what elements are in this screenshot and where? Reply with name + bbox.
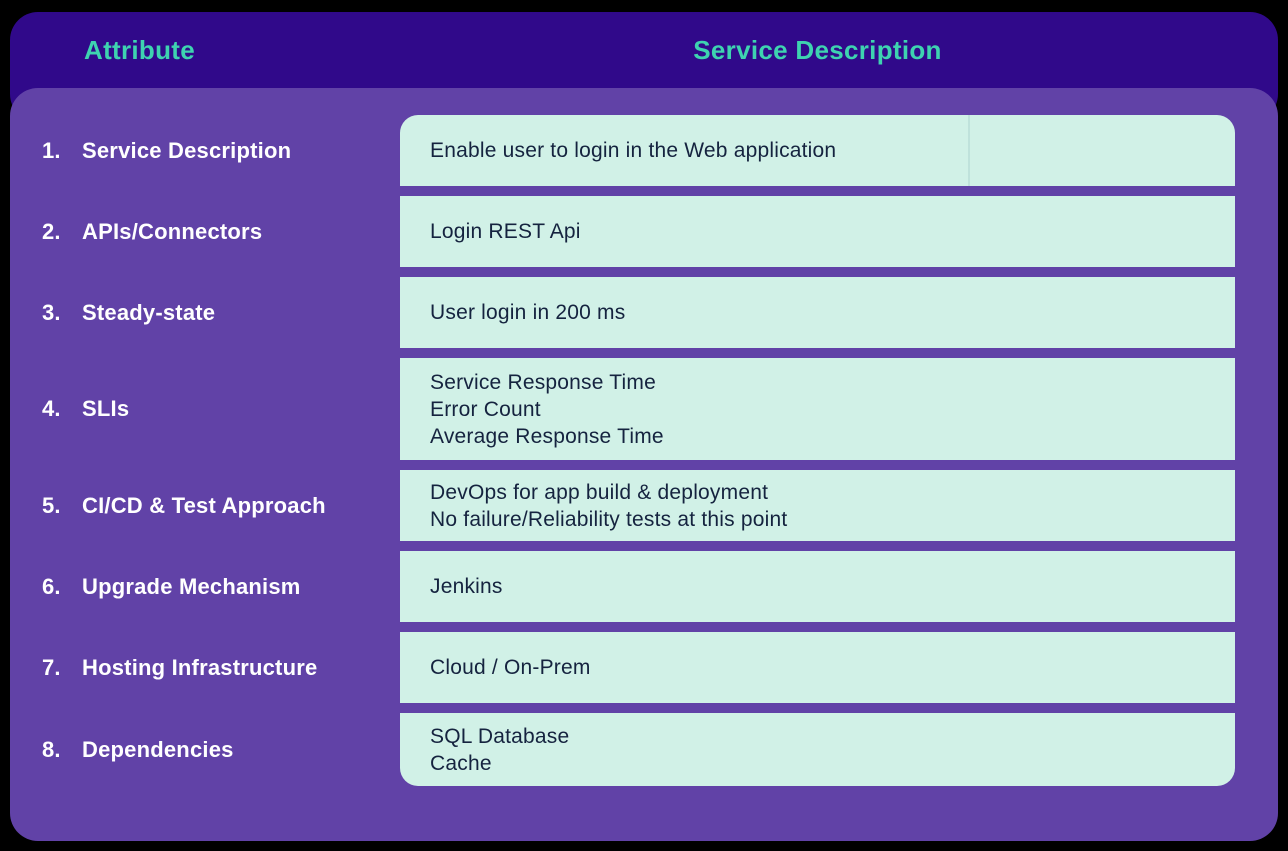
table-body: 1. Service Description Enable user to lo… xyxy=(10,88,1278,841)
row-number: 8. xyxy=(42,736,61,762)
row-number: 4. xyxy=(42,396,61,421)
row-value-line: No failure/Reliability tests at this poi… xyxy=(430,507,788,531)
table-row-upgrade-mechanism: 6. Upgrade Mechanism Jenkins xyxy=(10,551,1278,622)
table-row-slis: 4. SLIs Service Response Time Error Coun… xyxy=(10,358,1278,460)
table-row-dependencies: 8. Dependencies SQL Database Cache xyxy=(10,713,1278,786)
table-row-hosting-infrastructure: 7. Hosting Infrastructure Cloud / On-Pre… xyxy=(10,632,1278,703)
table-rows: 1. Service Description Enable user to lo… xyxy=(10,88,1278,786)
row-label-col: 8. Dependencies xyxy=(10,713,400,786)
row-number: 3. xyxy=(42,299,61,325)
row-value-cell: DevOps for app build & deployment No fai… xyxy=(400,470,1235,541)
row-value-line: Jenkins xyxy=(430,575,503,598)
row-label: Service Description xyxy=(82,137,292,163)
row-label-col: 6. Upgrade Mechanism xyxy=(10,551,400,622)
row-label: APIs/Connectors xyxy=(82,218,263,244)
row-value-line: Error Count xyxy=(430,397,541,421)
row-label-col: 5. CI/CD & Test Approach xyxy=(10,470,400,541)
row-number: 1. xyxy=(42,137,61,163)
row-value-cell: Enable user to login in the Web applicat… xyxy=(400,115,1235,186)
row-value-line: Service Response Time xyxy=(430,370,656,394)
row-value-line: Cloud / On-Prem xyxy=(430,656,591,679)
row-label-col: 1. Service Description xyxy=(10,115,400,186)
row-value-cell: Service Response Time Error Count Averag… xyxy=(400,358,1235,460)
row-label-col: 2. APIs/Connectors xyxy=(10,196,400,267)
row-number: 5. xyxy=(42,492,61,518)
row-value-cell: SQL Database Cache xyxy=(400,713,1235,786)
row-value-line: SQL Database xyxy=(430,724,570,748)
row-value-cell: Jenkins xyxy=(400,551,1235,622)
row-label: Steady-state xyxy=(82,299,216,325)
row-value-cell: Login REST Api xyxy=(400,196,1235,267)
table-header-content: Attribute Service Description xyxy=(10,12,1278,88)
row-value-cell: User login in 200 ms xyxy=(400,277,1235,348)
row-label-col: 3. Steady-state xyxy=(10,277,400,348)
table-row-apis-connectors: 2. APIs/Connectors Login REST Api xyxy=(10,196,1278,267)
cell-divider xyxy=(968,115,970,186)
row-number: 2. xyxy=(42,218,61,244)
row-value-line: Enable user to login in the Web applicat… xyxy=(430,139,837,162)
table-row-steady-state: 3. Steady-state User login in 200 ms xyxy=(10,277,1278,348)
row-label: SLIs xyxy=(82,396,130,421)
table-row-cicd-test-approach: 5. CI/CD & Test Approach DevOps for app … xyxy=(10,470,1278,541)
service-description-column-header: Service Description xyxy=(693,34,942,65)
row-label: Hosting Infrastructure xyxy=(82,654,318,680)
row-number: 7. xyxy=(42,654,61,680)
attribute-column-header: Attribute xyxy=(84,34,196,65)
row-label-col: 4. SLIs xyxy=(10,358,400,460)
row-label: Upgrade Mechanism xyxy=(82,573,301,599)
row-value-line: Login REST Api xyxy=(430,220,581,243)
table-row-service-description: 1. Service Description Enable user to lo… xyxy=(10,115,1278,186)
row-value-line: Average Response Time xyxy=(430,424,664,448)
row-value-line: Cache xyxy=(430,751,492,775)
row-value-line: DevOps for app build & deployment xyxy=(430,480,769,504)
row-label-col: 7. Hosting Infrastructure xyxy=(10,632,400,703)
row-label: CI/CD & Test Approach xyxy=(82,492,326,518)
row-value-cell: Cloud / On-Prem xyxy=(400,632,1235,703)
row-number: 6. xyxy=(42,573,61,599)
row-value-line: User login in 200 ms xyxy=(430,301,626,324)
row-label: Dependencies xyxy=(82,736,234,762)
